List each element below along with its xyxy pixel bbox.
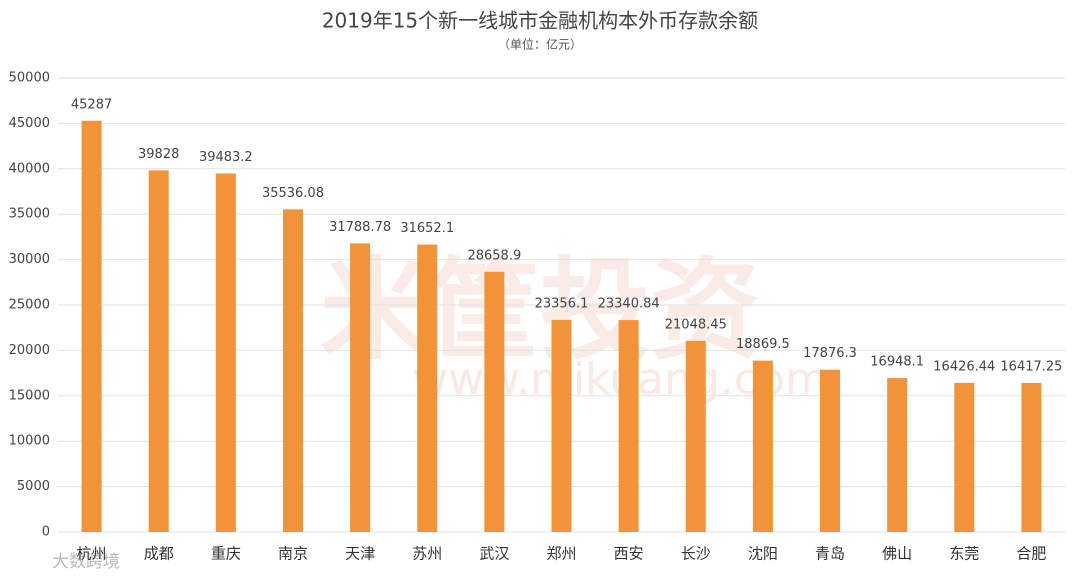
chart-subtitle: （单位：亿元） (498, 37, 582, 52)
y-tick-label: 30000 (9, 252, 50, 267)
bar (215, 173, 236, 532)
value-label: 39483.2 (199, 150, 253, 165)
bar (752, 360, 773, 532)
x-tick-label: 沈阳 (748, 545, 778, 563)
y-tick-label: 25000 (9, 298, 50, 313)
value-label: 45287 (71, 97, 112, 112)
x-tick-label: 成都 (144, 545, 174, 563)
y-tick-label: 15000 (9, 388, 50, 403)
bar (282, 209, 303, 532)
x-tick-label: 长沙 (681, 545, 711, 563)
x-tick-label: 重庆 (211, 545, 241, 563)
x-tick-label: 合肥 (1016, 545, 1046, 563)
x-tick-label: 东莞 (949, 545, 979, 563)
value-label: 16948.1 (870, 355, 924, 370)
bar (954, 382, 975, 532)
x-tick-label: 苏州 (412, 545, 442, 563)
value-label: 31652.1 (400, 221, 454, 236)
value-label: 23340.84 (598, 297, 660, 312)
chart-title: 2019年15个新一线城市金融机构本外币存款余额 (322, 9, 758, 33)
x-tick-label: 佛山 (882, 545, 912, 563)
bar (1021, 382, 1042, 532)
value-label: 21048.45 (665, 317, 727, 332)
value-label: 23356.1 (535, 296, 589, 311)
bar (148, 170, 169, 532)
y-tick-label: 0 (42, 525, 50, 540)
y-tick-label: 45000 (9, 116, 50, 131)
y-tick-label: 10000 (9, 434, 50, 449)
y-tick-label: 20000 (9, 343, 50, 358)
value-label: 39828 (138, 147, 179, 162)
y-tick-label: 35000 (9, 207, 50, 222)
bar (820, 369, 841, 532)
watermark: 大数跨境 (52, 552, 120, 572)
y-tick-label: 5000 (17, 479, 50, 494)
bar (350, 243, 371, 532)
bar (685, 340, 706, 532)
x-tick-label: 青岛 (815, 545, 845, 563)
x-tick-label: 杭州 (77, 545, 107, 563)
value-label: 18869.5 (736, 337, 790, 352)
x-tick-label: 西安 (614, 545, 644, 563)
bar (484, 271, 505, 532)
x-tick-label: 天津 (345, 545, 375, 563)
value-label: 16417.25 (1000, 359, 1062, 374)
bar (887, 378, 908, 532)
value-label: 16426.44 (933, 359, 995, 374)
y-tick-label: 40000 (9, 161, 50, 176)
value-label: 35536.08 (262, 186, 324, 201)
y-tick-label: 50000 (9, 71, 50, 86)
x-tick-label: 南京 (278, 545, 308, 563)
bar (417, 244, 438, 532)
bar (618, 320, 639, 532)
bar (81, 120, 102, 532)
value-label: 31788.78 (329, 220, 391, 235)
value-label: 28658.9 (467, 248, 521, 263)
bar (551, 319, 572, 532)
x-tick-label: 郑州 (546, 545, 576, 563)
x-tick-label: 武汉 (479, 545, 509, 563)
value-label: 17876.3 (803, 346, 857, 361)
